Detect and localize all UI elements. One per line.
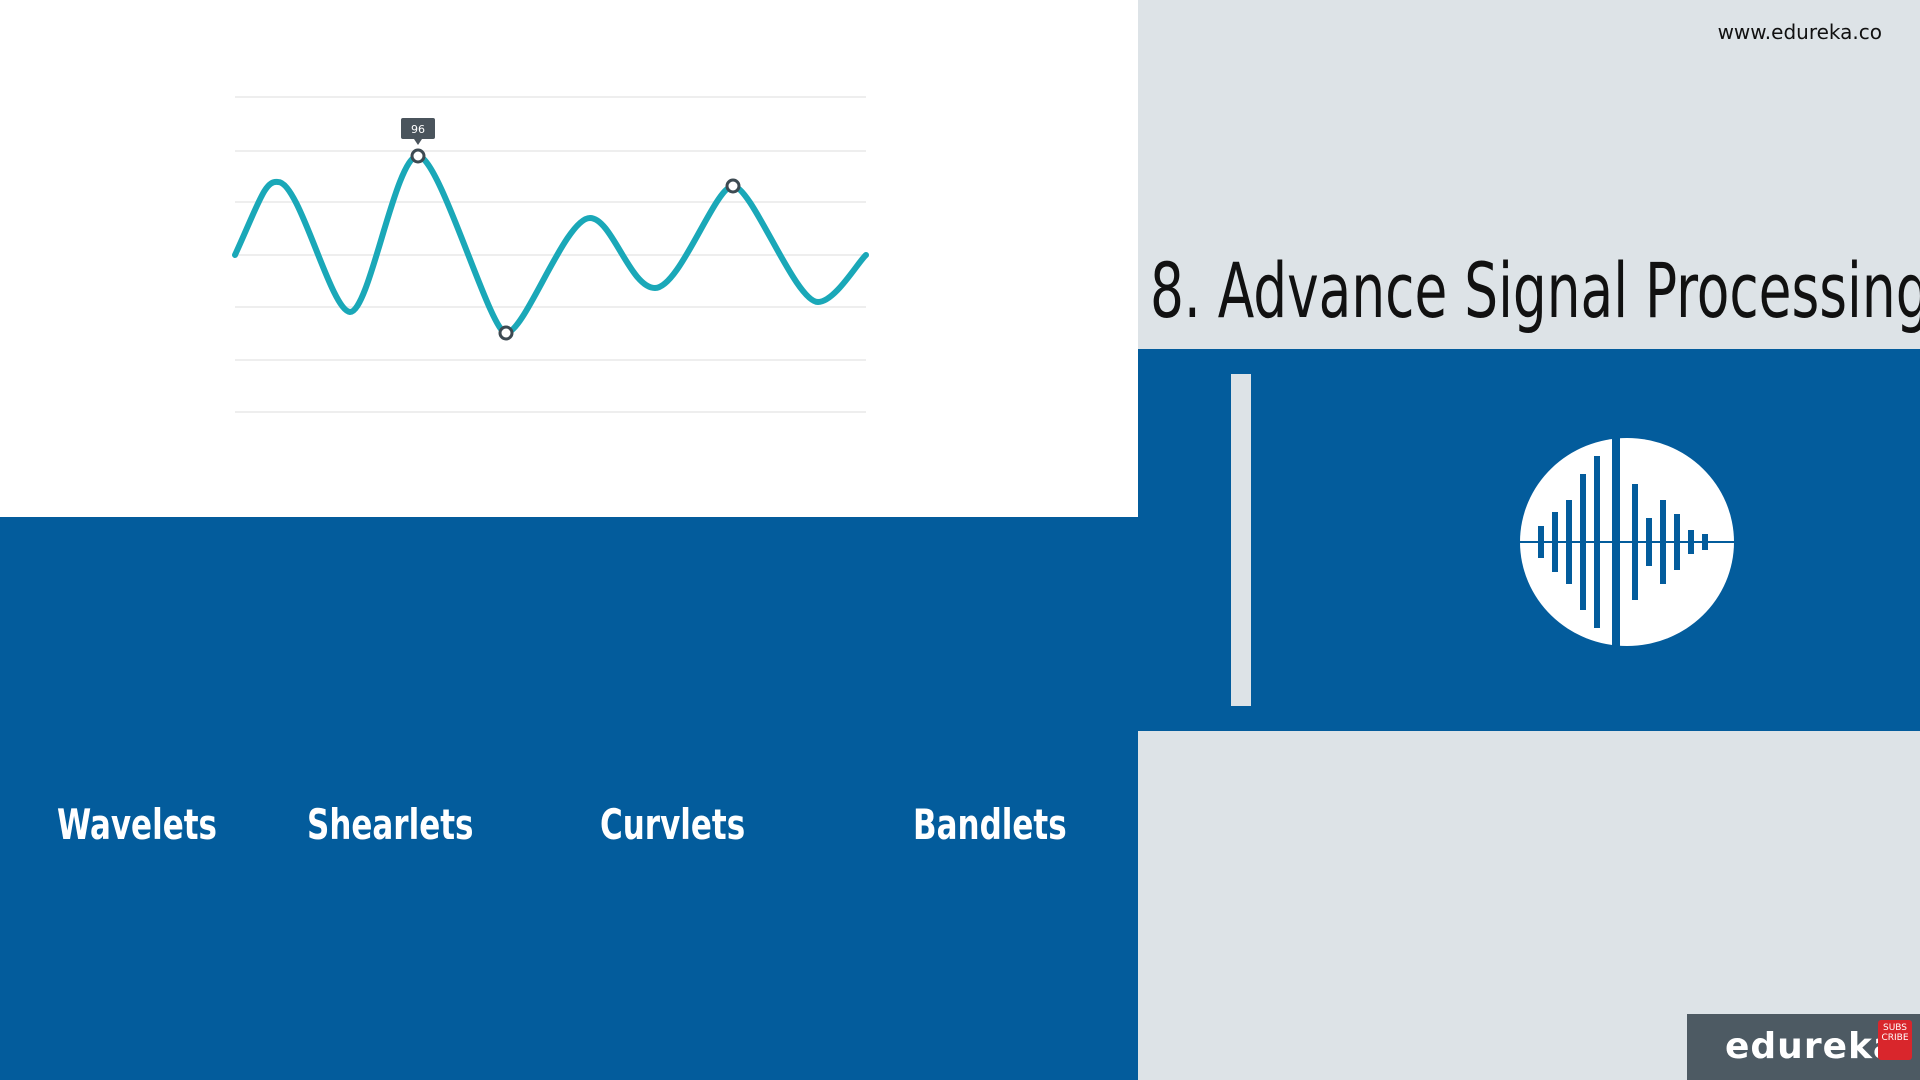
slide-title: 8. Advance Signal Processing: [1150, 246, 1920, 335]
term-curvlets: Curvlets: [600, 800, 746, 849]
term-wavelets: Wavelets: [57, 800, 217, 849]
wave-line: [232, 152, 869, 337]
brand-logo-box: edureka! SUBS CRIBE: [1687, 1014, 1920, 1080]
point-marker: [725, 178, 741, 194]
wave-chart: 96: [232, 96, 869, 413]
title-panel: [1138, 0, 1920, 349]
trough-marker: [498, 325, 514, 341]
terms-panel: [0, 517, 1138, 1080]
value-tooltip: 96: [401, 118, 435, 145]
sound-wave-icon: [1520, 434, 1734, 650]
peak-marker: [410, 148, 426, 164]
divider-bar: [1231, 374, 1251, 706]
subscribe-button[interactable]: SUBS CRIBE: [1878, 1020, 1912, 1060]
term-shearlets: Shearlets: [307, 800, 474, 849]
chart-panel: 96: [0, 0, 1138, 517]
site-url: www.edureka.co: [1717, 20, 1882, 44]
tooltip-value: 96: [411, 123, 425, 136]
term-bandlets: Bandlets: [913, 800, 1067, 849]
chart-gridlines: [235, 96, 866, 413]
